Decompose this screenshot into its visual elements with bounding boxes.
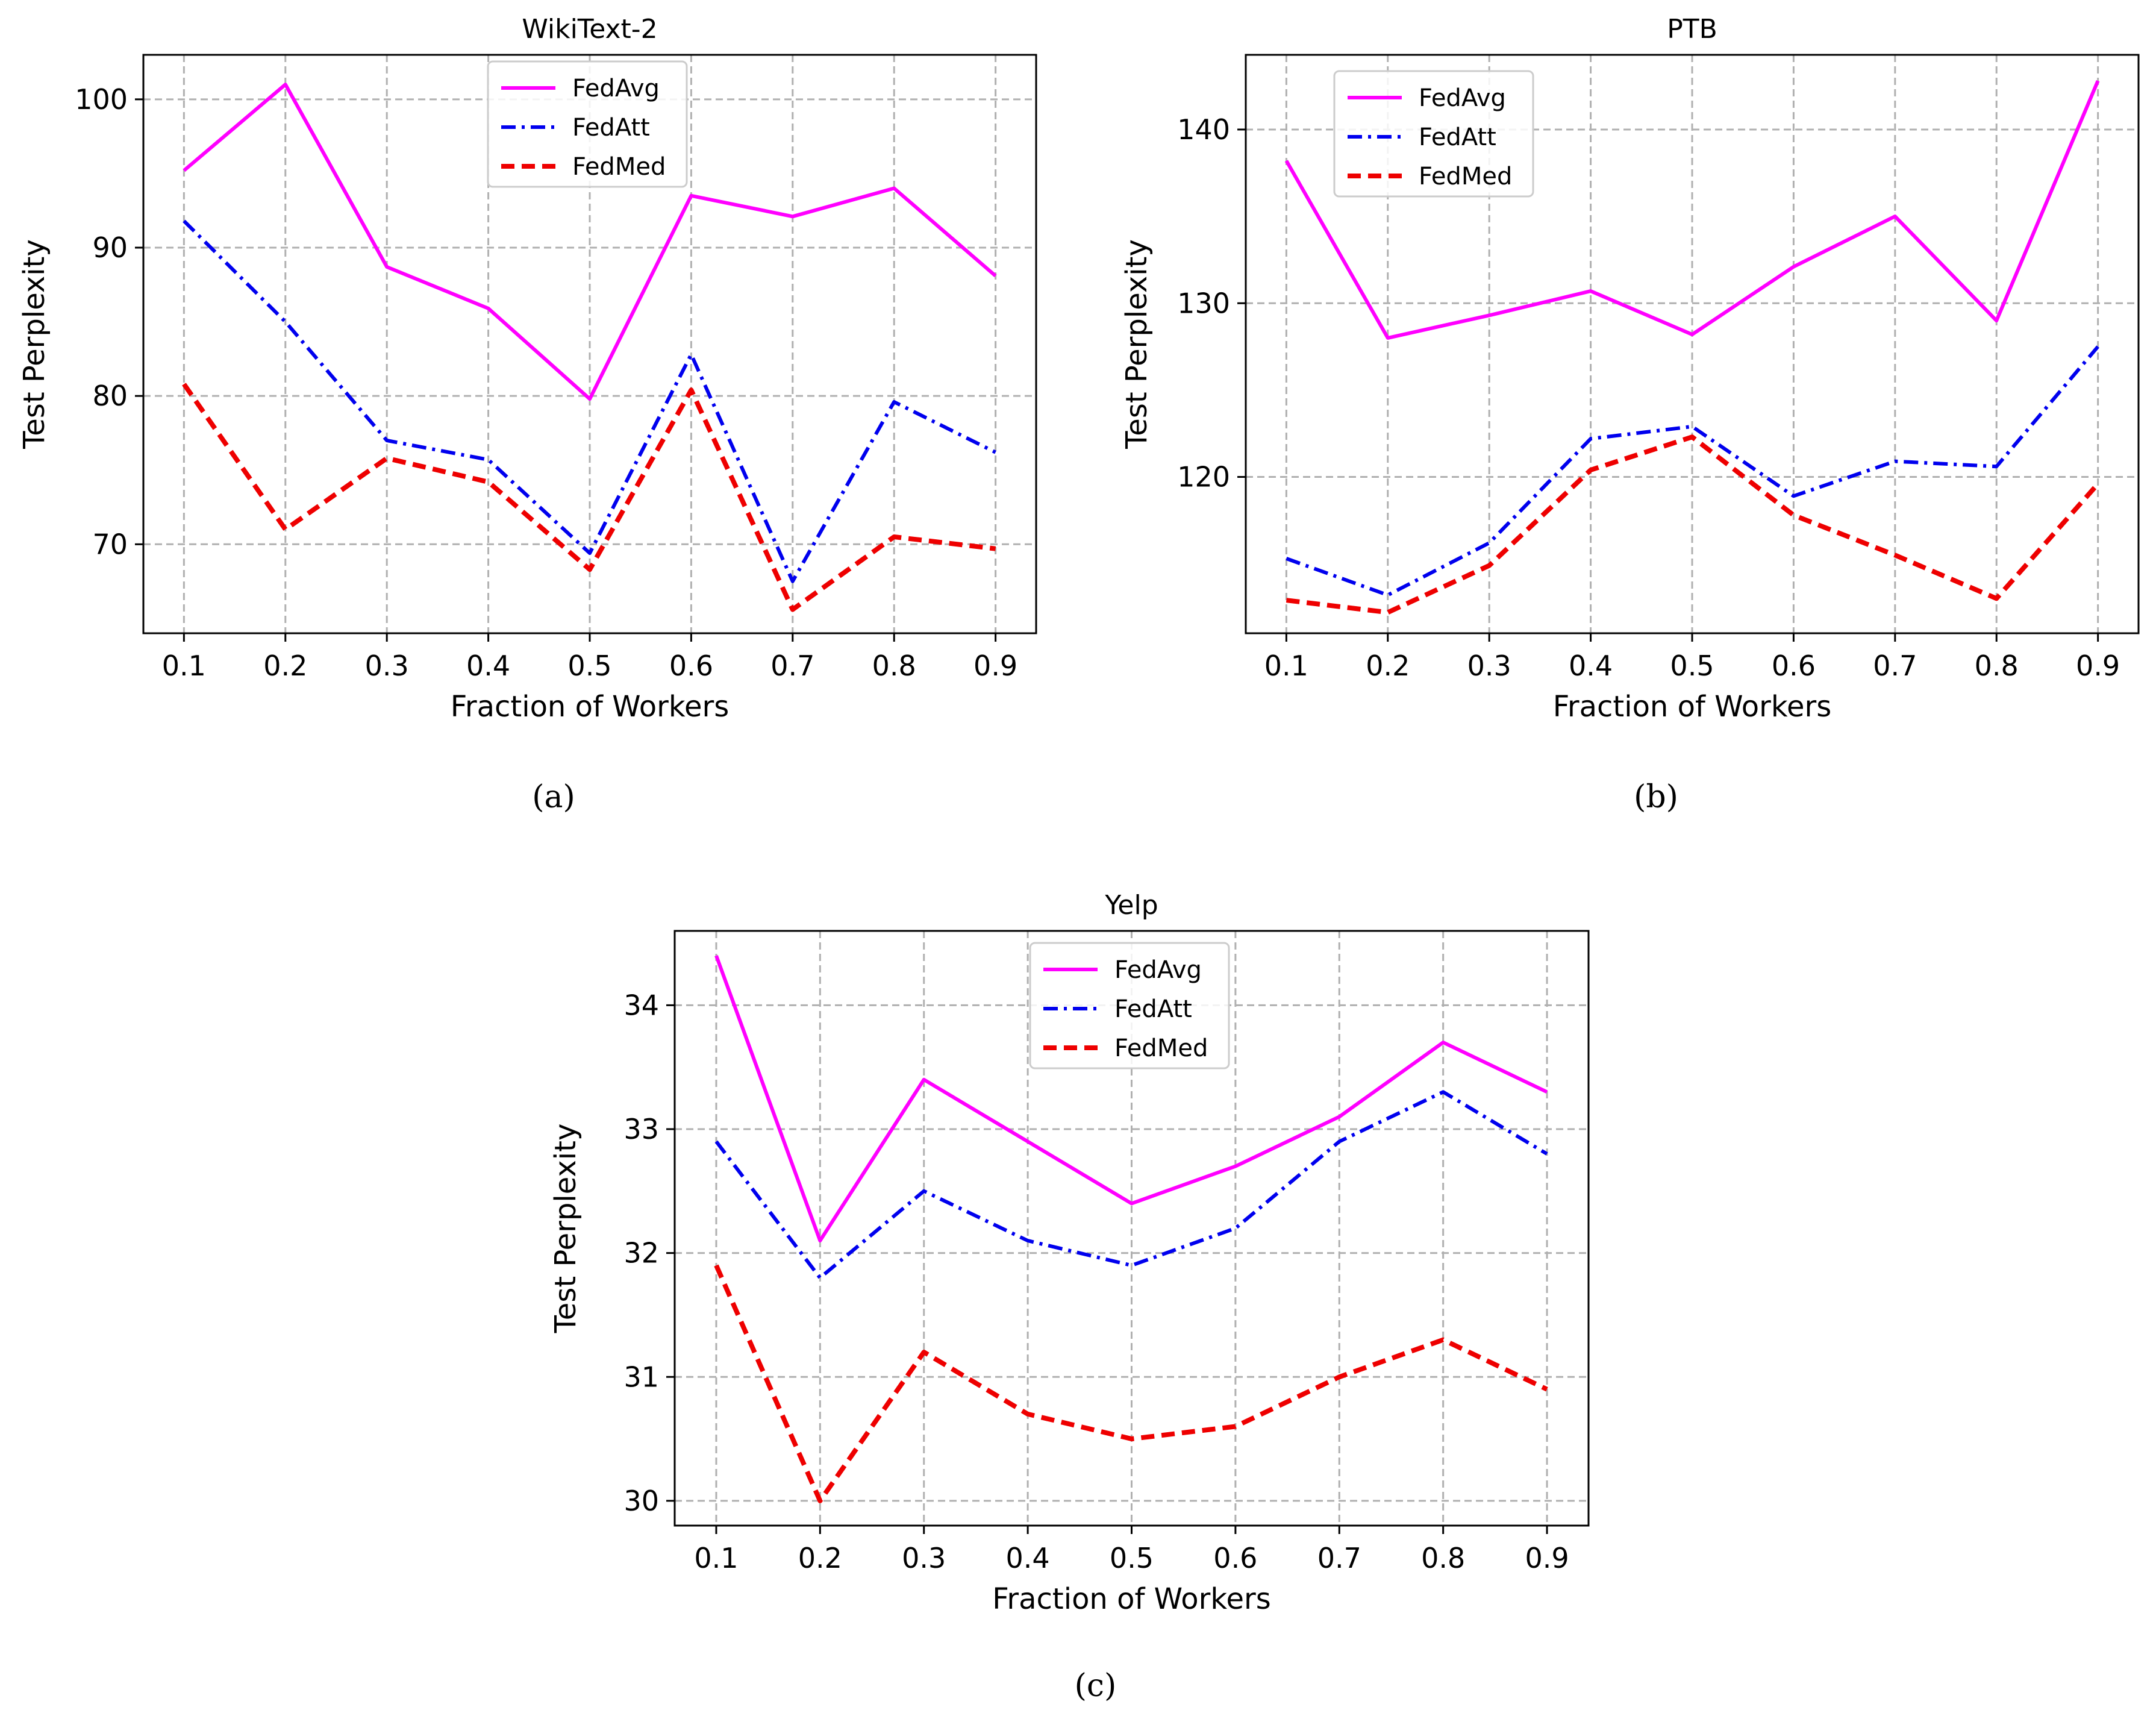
legend-label-fedavg: FedAvg	[572, 75, 660, 102]
x-tick-label: 0.1	[162, 650, 206, 682]
x-tick-label: 0.4	[466, 650, 510, 682]
chart-yelp: 0.1 0.2 0.3 0.4 0.5 0.6 0.7 0.8 0.9 30 31 32 33 34 Yel…	[549, 890, 1590, 1704]
series-line-fedmed	[182, 383, 996, 612]
legend: FedAvg FedAtt FedMed	[1029, 942, 1230, 1069]
y-axis-label: Test Perplexity	[1120, 239, 1154, 449]
x-tick-label: 0.1	[1264, 650, 1308, 682]
x-tick-label: 0.6	[1213, 1542, 1257, 1574]
series-line-fedavg	[714, 955, 1548, 1243]
x-tick-label: 0.7	[1873, 650, 1917, 682]
legend-box	[1333, 70, 1534, 198]
series-line-fedmed	[1286, 434, 2100, 615]
x-tick-label: 0.9	[973, 650, 1017, 682]
x-tick-label: 0.9	[2076, 650, 2120, 682]
y-tick-label: 31	[623, 1360, 659, 1393]
x-tick-label: 0.1	[694, 1542, 738, 1574]
y-tick-label: 80	[92, 380, 128, 412]
series-line-fedatt	[183, 219, 996, 583]
x-tick-label: 0.2	[1366, 650, 1410, 682]
x-tick-label: 0.4	[1006, 1542, 1050, 1574]
legend-label-fedatt: FedAtt	[1114, 995, 1192, 1023]
y-tick-label: 140	[1177, 113, 1230, 146]
y-axis-label: Test Perplexity	[17, 239, 51, 449]
x-tick-label: 0.5	[1670, 650, 1714, 682]
legend-box	[487, 60, 688, 188]
x-tick-label: 0.3	[902, 1542, 946, 1574]
legend-label-fedavg: FedAvg	[1419, 84, 1506, 112]
subfigure-caption: (b)	[1634, 779, 1678, 815]
chart-title: PTB	[1667, 14, 1717, 45]
x-tick-label: 0.8	[1421, 1542, 1465, 1574]
x-tick-label: 0.7	[1317, 1542, 1361, 1574]
legend-label-fedavg: FedAvg	[1114, 956, 1202, 984]
y-tick-label: 130	[1177, 287, 1230, 319]
subfigure-caption: (c)	[1075, 1668, 1117, 1704]
legend-label-fedmed: FedMed	[1114, 1035, 1208, 1062]
x-tick-label: 0.2	[798, 1542, 842, 1574]
x-axis-label: Fraction of Workers	[451, 690, 730, 724]
series-line-fedavg	[183, 83, 997, 401]
legend-box	[1029, 942, 1230, 1069]
x-tick-label: 0.9	[1525, 1542, 1569, 1574]
x-tick-label: 0.3	[1467, 650, 1511, 682]
legend-label-fedatt: FedAtt	[572, 114, 650, 142]
chart-title: Yelp	[1104, 890, 1158, 921]
chart-title: WikiText-2	[522, 14, 657, 45]
series-line-fedavg	[1284, 80, 2100, 340]
x-tick-label: 0.7	[770, 650, 814, 682]
y-tick-label: 70	[92, 528, 128, 560]
y-tick-label: 100	[75, 83, 128, 116]
chart-ptb: 0.1 0.2 0.3 0.4 0.5 0.6 0.7 0.8 0.9 120 130 140 PTB F…	[1120, 14, 2140, 815]
x-tick-label: 0.3	[365, 650, 409, 682]
x-tick-label: 0.5	[1110, 1542, 1154, 1574]
x-tick-label: 0.8	[872, 650, 916, 682]
y-tick-label: 34	[623, 989, 659, 1021]
x-tick-label: 0.5	[567, 650, 611, 682]
x-tick-label: 0.6	[1772, 650, 1816, 682]
x-tick-label: 0.2	[263, 650, 307, 682]
x-axis-label: Fraction of Workers	[1553, 690, 1832, 724]
y-tick-label: 90	[92, 231, 128, 264]
y-tick-label: 30	[623, 1485, 659, 1517]
legend-label-fedatt: FedAtt	[1419, 124, 1496, 151]
series-line-fedmed	[714, 1264, 1548, 1503]
y-axis-label: Test Perplexity	[549, 1124, 583, 1334]
x-tick-label: 0.4	[1569, 650, 1613, 682]
legend-label-fedmed: FedMed	[1419, 163, 1512, 190]
legend: FedAvg FedAtt FedMed	[487, 60, 688, 188]
y-tick-label: 33	[623, 1113, 659, 1145]
legend-label-fedmed: FedMed	[572, 153, 666, 181]
y-tick-label: 32	[623, 1237, 659, 1270]
x-axis-label: Fraction of Workers	[992, 1582, 1271, 1616]
x-tick-label: 0.8	[1975, 650, 2019, 682]
y-tick-label: 120	[1177, 461, 1230, 493]
legend: FedAvg FedAtt FedMed	[1333, 70, 1534, 198]
chart-wikitext-2: 0.1 0.2 0.3 0.4 0.5 0.6 0.7 0.8 0.9 70 80 90 100 Wiki…	[17, 14, 1037, 815]
subfigure-caption: (a)	[532, 779, 575, 815]
x-tick-label: 0.6	[669, 650, 713, 682]
series-line-fedatt	[714, 1090, 1548, 1280]
